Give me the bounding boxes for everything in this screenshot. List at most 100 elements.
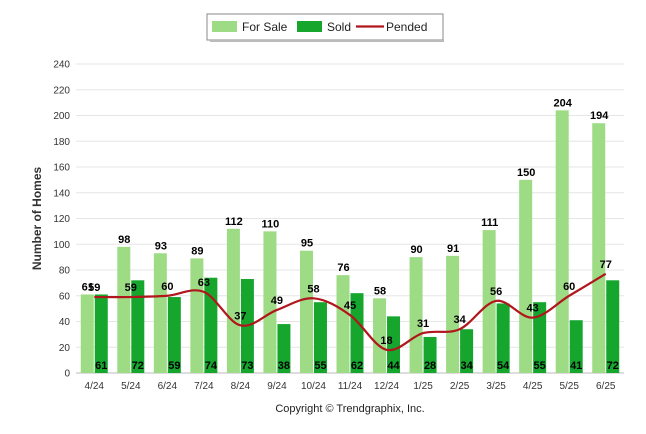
bar-sold [387, 316, 401, 373]
label-pended: 63 [198, 277, 210, 289]
bar-for-sale [336, 275, 350, 373]
x-tick-label: 7/24 [194, 381, 214, 392]
label-for-sale: 95 [301, 238, 313, 250]
bar-for-sale [592, 123, 606, 373]
label-for-sale: 111 [481, 217, 498, 229]
x-tick-label: 11/24 [338, 381, 363, 392]
label-sold: 72 [607, 360, 619, 372]
label-sold: 41 [570, 360, 582, 372]
bar-for-sale [263, 231, 277, 373]
label-for-sale: 150 [517, 167, 535, 179]
gridlines [76, 63, 624, 374]
y-tick-label: 240 [53, 60, 70, 71]
bar-for-sale [299, 250, 313, 373]
label-for-sale: 89 [191, 245, 203, 257]
label-sold: 55 [534, 360, 546, 372]
y-tick-label: 100 [53, 240, 70, 251]
bar-for-sale [373, 298, 387, 373]
label-pended: 60 [563, 281, 575, 293]
label-sold: 73 [241, 360, 253, 372]
y-tick-label: 140 [53, 188, 70, 199]
data-labels: 61 61 98 72 93 59 89 74 112 73 110 38 95 55 76 62 58 44 90… [82, 97, 619, 372]
x-tick-label: 8/24 [231, 381, 251, 392]
label-for-sale: 61 [82, 281, 94, 293]
pended-line-group [94, 272, 607, 352]
label-pended: 43 [527, 303, 539, 315]
label-sold: 59 [168, 360, 180, 372]
x-tick-label: 3/25 [486, 381, 506, 392]
label-pended: 49 [271, 295, 283, 307]
y-tick-label: 220 [53, 85, 70, 96]
legend-shadow [210, 40, 444, 42]
label-for-sale: 204 [554, 97, 573, 109]
y-tick-label: 200 [53, 111, 70, 122]
y-tick-label: 0 [64, 369, 70, 380]
bar-sold [569, 320, 583, 373]
legend-label: Pended [386, 20, 427, 34]
label-pended: 45 [344, 300, 356, 312]
label-pended: 18 [380, 335, 392, 347]
label-sold: 54 [497, 360, 510, 372]
label-for-sale: 112 [225, 216, 243, 228]
label-for-sale: 58 [374, 285, 386, 297]
bar-for-sale [80, 294, 94, 373]
label-pended: 58 [307, 283, 319, 295]
bar-sold [277, 324, 291, 373]
legend-label: Sold [327, 20, 351, 34]
y-axis-title: Number of Homes [30, 167, 44, 271]
bars [80, 110, 620, 373]
label-pended: 60 [161, 281, 173, 293]
bar-sold [533, 302, 547, 373]
bar-sold [460, 329, 474, 373]
label-pended: 34 [453, 314, 466, 326]
label-sold: 55 [314, 360, 326, 372]
bar-sold [131, 280, 145, 373]
y-tick-label: 40 [59, 317, 71, 328]
label-sold: 62 [351, 360, 363, 372]
bar-sold [94, 294, 108, 373]
label-for-sale: 90 [410, 244, 422, 256]
label-for-sale: 91 [447, 243, 459, 255]
bar-for-sale [153, 253, 167, 373]
label-sold: 38 [278, 360, 290, 372]
label-sold: 34 [460, 360, 473, 372]
x-tick-label: 6/25 [596, 381, 616, 392]
y-tick-label: 160 [53, 163, 70, 174]
bar-sold [606, 280, 620, 373]
copyright-text: Copyright © Trendgraphix, Inc. [275, 403, 424, 415]
bar-for-sale [482, 230, 496, 373]
label-pended: 37 [234, 310, 246, 322]
bar-for-sale [409, 257, 423, 373]
y-tick-label: 120 [53, 214, 70, 225]
bar-for-sale [519, 179, 533, 373]
label-for-sale: 194 [590, 110, 609, 122]
x-axis-ticks: 4/24 5/24 6/24 7/24 8/24 9/24 10/24 11/24 12/24 1… [85, 381, 616, 392]
legend-label: For Sale [242, 20, 288, 34]
label-for-sale: 76 [337, 262, 349, 274]
x-tick-label: 2/25 [450, 381, 470, 392]
bar-for-sale [226, 228, 240, 373]
x-tick-label: 12/24 [374, 381, 399, 392]
x-tick-label: 5/25 [559, 381, 579, 392]
label-sold: 44 [387, 360, 400, 372]
bar-sold [167, 297, 181, 373]
legend-box [206, 13, 444, 41]
label-for-sale: 110 [262, 218, 280, 230]
x-tick-label: 4/25 [523, 381, 543, 392]
bar-sold [496, 303, 510, 373]
label-for-sale: 98 [118, 234, 130, 246]
x-tick-label: 5/24 [121, 381, 141, 392]
label-sold: 61 [95, 360, 107, 372]
bar-for-sale [190, 258, 204, 373]
bar-for-sale [446, 255, 460, 373]
label-for-sale: 93 [155, 240, 167, 252]
bar-sold [350, 293, 364, 373]
pended-line [94, 272, 607, 352]
label-sold: 72 [132, 360, 144, 372]
label-sold: 28 [424, 360, 436, 372]
x-tick-label: 9/24 [267, 381, 287, 392]
y-tick-label: 80 [59, 266, 71, 277]
x-tick-label: 1/25 [413, 381, 433, 392]
label-pended: 59 [125, 282, 137, 294]
